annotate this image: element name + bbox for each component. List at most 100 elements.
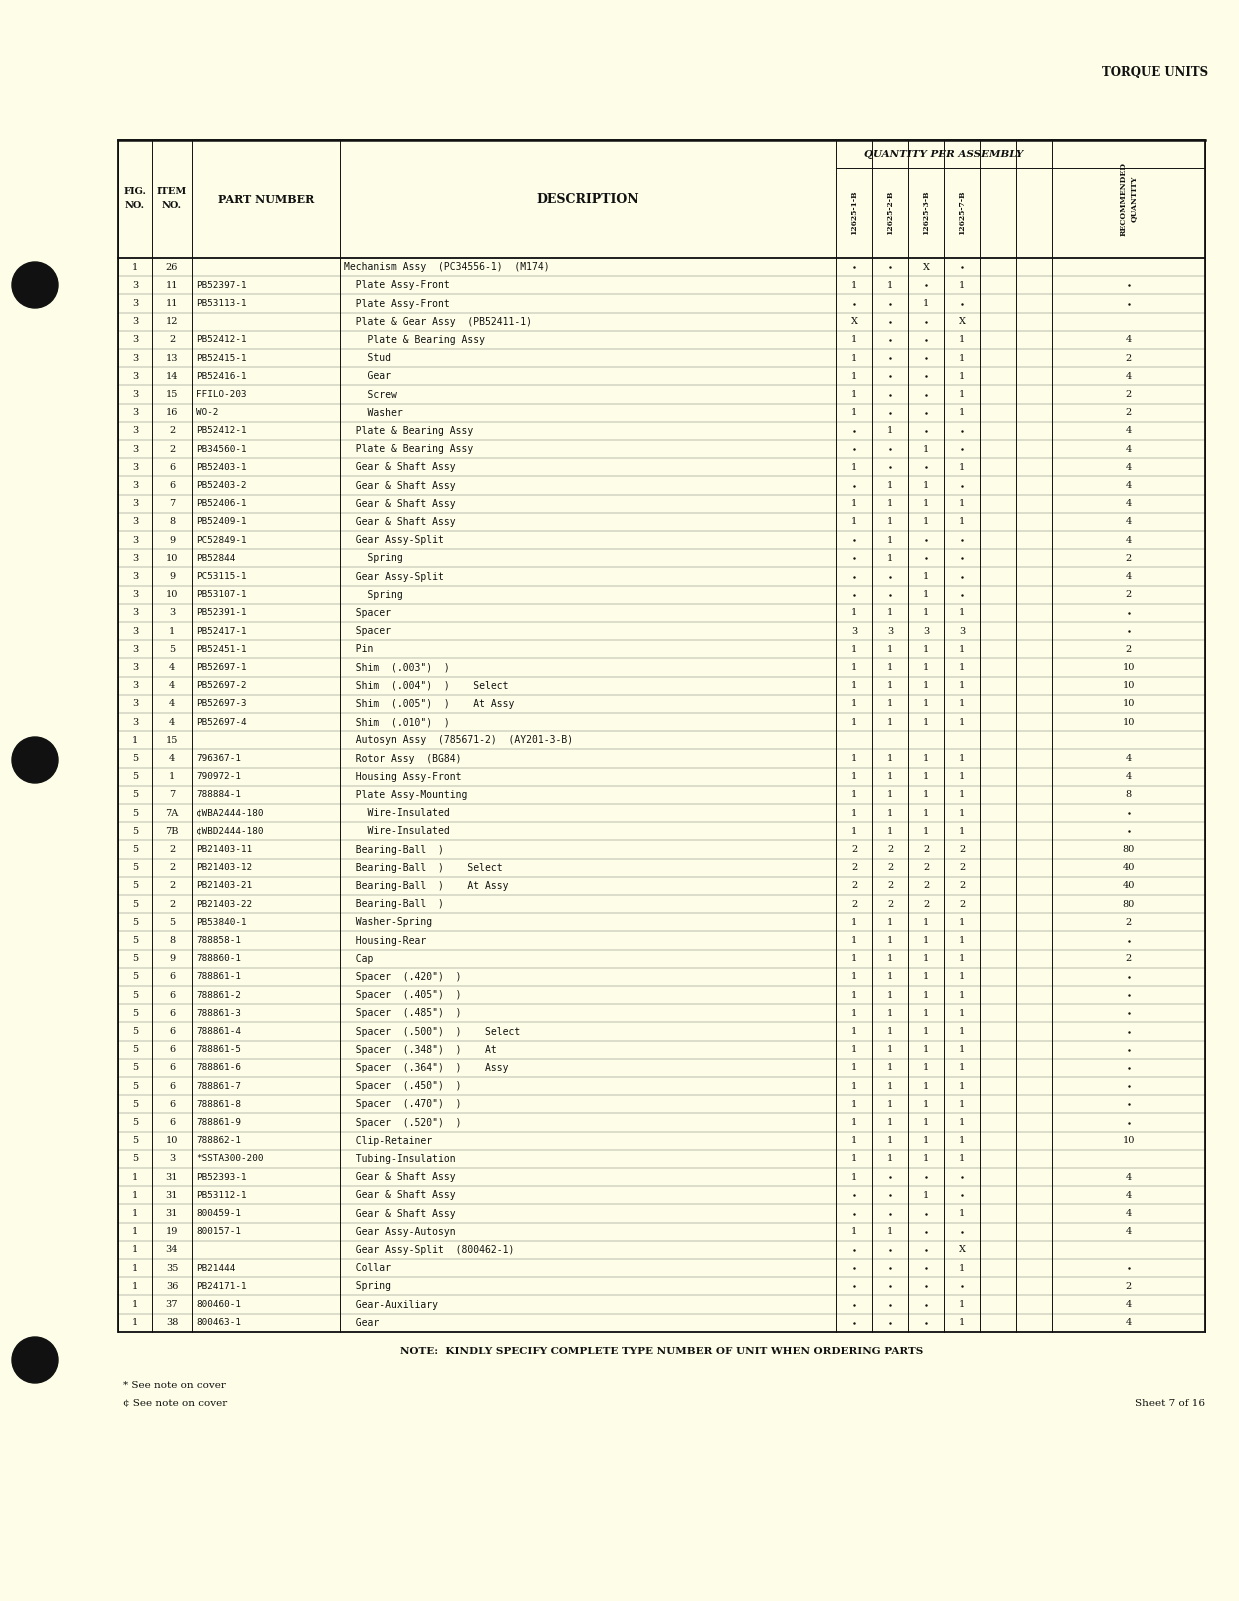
- Text: PB52451-1: PB52451-1: [196, 645, 247, 653]
- Text: 1: 1: [851, 754, 857, 764]
- Text: 1: 1: [923, 1137, 929, 1145]
- Text: 1: 1: [959, 1263, 965, 1273]
- Text: 6: 6: [169, 1117, 175, 1127]
- Text: 2: 2: [169, 426, 175, 435]
- Text: 4: 4: [1125, 335, 1131, 344]
- Text: NOTE:  KINDLY SPECIFY COMPLETE TYPE NUMBER OF UNIT WHEN ORDERING PARTS: NOTE: KINDLY SPECIFY COMPLETE TYPE NUMBE…: [400, 1348, 923, 1356]
- Text: 2: 2: [923, 863, 929, 873]
- Text: 800157-1: 800157-1: [196, 1228, 242, 1236]
- Text: Gear & Shaft Assy: Gear & Shaft Assy: [344, 1172, 456, 1182]
- Text: 2: 2: [169, 882, 175, 890]
- Text: Shim  (.003")  ): Shim (.003") ): [344, 663, 450, 672]
- Text: PB53113-1: PB53113-1: [196, 299, 247, 307]
- Text: 3: 3: [131, 626, 138, 636]
- Text: PB53112-1: PB53112-1: [196, 1191, 247, 1199]
- Text: 1: 1: [923, 299, 929, 307]
- Text: 10: 10: [1123, 1137, 1135, 1145]
- Text: PC52849-1: PC52849-1: [196, 536, 247, 544]
- Text: 4: 4: [1125, 371, 1131, 381]
- Text: 2: 2: [1125, 917, 1131, 927]
- Text: 2: 2: [1125, 954, 1131, 964]
- Text: 7B: 7B: [165, 826, 178, 836]
- Text: 2: 2: [959, 845, 965, 853]
- Text: 5: 5: [131, 791, 138, 799]
- Text: 800459-1: 800459-1: [196, 1209, 242, 1218]
- Text: 788861-6: 788861-6: [196, 1063, 242, 1073]
- Text: NO.: NO.: [125, 200, 145, 210]
- Text: 1: 1: [923, 1117, 929, 1127]
- Text: 788860-1: 788860-1: [196, 954, 242, 964]
- Text: 1: 1: [851, 1009, 857, 1018]
- Text: 788861-2: 788861-2: [196, 991, 242, 999]
- Text: 5: 5: [131, 1063, 138, 1073]
- Text: 1: 1: [851, 1026, 857, 1036]
- Text: X: X: [959, 317, 965, 327]
- Text: 1: 1: [923, 1045, 929, 1053]
- Text: 1: 1: [923, 645, 929, 653]
- Text: 2: 2: [1125, 645, 1131, 653]
- Text: PB53107-1: PB53107-1: [196, 591, 247, 599]
- Text: 1: 1: [923, 972, 929, 981]
- Text: Stud: Stud: [344, 354, 392, 363]
- Text: 1: 1: [131, 736, 138, 744]
- Text: 1: 1: [131, 1228, 138, 1236]
- Text: 1: 1: [851, 809, 857, 818]
- Text: 1: 1: [887, 1063, 893, 1073]
- Text: 10: 10: [1123, 663, 1135, 672]
- Text: 1: 1: [923, 500, 929, 508]
- Text: 1: 1: [959, 772, 965, 781]
- Text: 1: 1: [887, 937, 893, 945]
- Text: 8: 8: [169, 517, 175, 527]
- Text: 8: 8: [169, 937, 175, 945]
- Text: Spacer  (.364")  )    Assy: Spacer (.364") ) Assy: [344, 1063, 508, 1073]
- Text: 10: 10: [166, 554, 178, 564]
- Text: PB21403-22: PB21403-22: [196, 900, 253, 909]
- Text: 1: 1: [887, 1045, 893, 1053]
- Text: PB52406-1: PB52406-1: [196, 500, 247, 508]
- Text: Plate Assy-Mounting: Plate Assy-Mounting: [344, 789, 467, 800]
- Text: 40: 40: [1123, 863, 1135, 873]
- Text: 2: 2: [1125, 354, 1131, 362]
- Text: 10: 10: [1123, 680, 1135, 690]
- Text: 788861-1: 788861-1: [196, 972, 242, 981]
- Text: 1: 1: [887, 1026, 893, 1036]
- Text: 1: 1: [887, 754, 893, 764]
- Text: Spacer  (.470")  ): Spacer (.470") ): [344, 1100, 461, 1109]
- Text: 3: 3: [131, 645, 138, 653]
- Text: NO.: NO.: [162, 200, 182, 210]
- Text: 1: 1: [169, 772, 175, 781]
- Text: 2: 2: [169, 900, 175, 909]
- Text: 1: 1: [923, 1154, 929, 1164]
- Text: 1: 1: [923, 1100, 929, 1109]
- Text: 1: 1: [959, 1082, 965, 1090]
- Text: 1: 1: [887, 480, 893, 490]
- Text: 800463-1: 800463-1: [196, 1318, 242, 1327]
- Text: 1: 1: [959, 1154, 965, 1164]
- Text: 26: 26: [166, 263, 178, 272]
- Text: 1: 1: [959, 917, 965, 927]
- Text: ¢WBD2444-180: ¢WBD2444-180: [196, 826, 264, 836]
- Text: 34: 34: [166, 1246, 178, 1255]
- Text: Plate Assy-Front: Plate Assy-Front: [344, 298, 450, 309]
- Text: PB52409-1: PB52409-1: [196, 517, 247, 527]
- Text: Spacer  (.405")  ): Spacer (.405") ): [344, 989, 461, 1001]
- Text: PB52697-4: PB52697-4: [196, 717, 247, 727]
- Text: 35: 35: [166, 1263, 178, 1273]
- Text: 2: 2: [851, 882, 857, 890]
- Text: 3: 3: [169, 1154, 175, 1164]
- Text: 1: 1: [851, 826, 857, 836]
- Text: 5: 5: [131, 1137, 138, 1145]
- Text: Spacer  (.420")  ): Spacer (.420") ): [344, 972, 461, 981]
- Text: 4: 4: [1125, 1172, 1131, 1182]
- Text: PB52415-1: PB52415-1: [196, 354, 247, 362]
- Text: 2: 2: [959, 863, 965, 873]
- Text: 1: 1: [923, 680, 929, 690]
- Text: 13: 13: [166, 354, 178, 362]
- Text: 1: 1: [851, 371, 857, 381]
- Text: 1: 1: [851, 663, 857, 672]
- Text: 1: 1: [959, 391, 965, 399]
- Text: 1: 1: [851, 991, 857, 999]
- Text: PB21403-21: PB21403-21: [196, 882, 253, 890]
- Text: 1: 1: [887, 809, 893, 818]
- Text: 1: 1: [923, 937, 929, 945]
